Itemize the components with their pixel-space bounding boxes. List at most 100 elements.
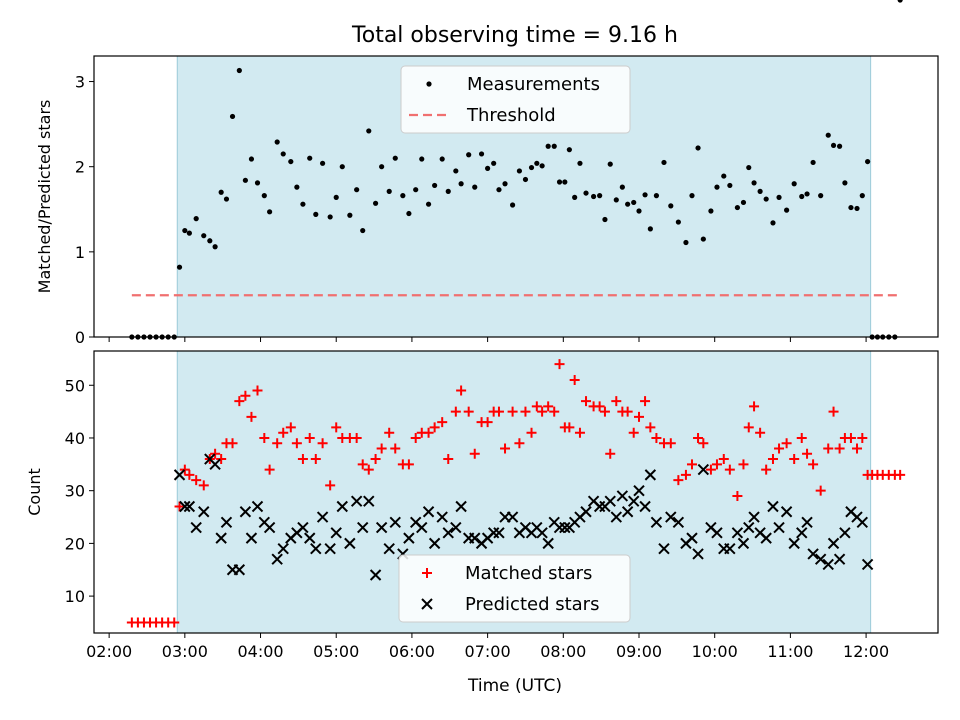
predicted-stars-point	[173, 469, 186, 481]
predicted-stars-point	[493, 527, 505, 539]
predicted-stars-point	[833, 553, 846, 565]
predicted-stars-point	[336, 500, 348, 513]
measurement-point	[366, 128, 372, 134]
matched-stars-point	[774, 443, 785, 454]
predicted-stars-point	[644, 469, 657, 481]
measurement-point	[842, 180, 848, 186]
y-tick-label: 50	[65, 376, 85, 395]
legend-entry: Measurements	[426, 74, 600, 95]
matched-stars-point	[537, 406, 548, 417]
matched-stars-point	[304, 432, 315, 443]
predicted-stars-point	[450, 521, 462, 534]
predicted-stars-point	[788, 537, 800, 550]
predicted-stars-point	[277, 542, 289, 555]
measurement-point	[770, 220, 776, 226]
measurement-point	[392, 155, 398, 161]
matched-stars-point	[895, 469, 906, 480]
matched-stars-point	[828, 406, 839, 417]
legend-entry: Matched stars	[422, 563, 592, 584]
matched-stars-point	[227, 438, 238, 449]
measurement-point	[727, 182, 733, 189]
y-tick-label: 40	[65, 429, 85, 448]
measurement-point	[757, 188, 763, 194]
matched-stars-point	[574, 427, 585, 438]
measurement-point	[551, 143, 557, 149]
matched-stars-point	[767, 454, 778, 465]
matched-stars-point	[622, 406, 633, 417]
x-tick-label: 04:00	[237, 642, 283, 661]
x-tick-label: 07:00	[465, 642, 511, 661]
measurement-point	[583, 190, 589, 196]
predicted-stars-point	[316, 511, 329, 523]
legend-marker	[421, 598, 433, 610]
measurement-point	[572, 194, 578, 200]
measurement-point	[818, 193, 824, 199]
measurement-point	[445, 188, 451, 194]
predicted-stars-point	[616, 490, 629, 502]
matched-stars-point	[310, 454, 321, 465]
x-tick-label: 03:00	[162, 642, 208, 661]
measurement-point	[830, 142, 837, 149]
matched-stars-point	[179, 464, 190, 475]
measurement-point	[545, 143, 551, 149]
matched-stars-point	[857, 432, 868, 443]
predicted-stars-point	[536, 527, 548, 539]
measurement-point	[267, 209, 273, 215]
predicted-stars-point	[183, 500, 196, 513]
predicted-stars-point	[310, 542, 322, 555]
measurement-point	[566, 147, 572, 153]
series-predicted-stars	[173, 454, 874, 581]
matched-stars-point	[234, 396, 245, 407]
predicted-stars-point	[760, 532, 772, 544]
matched-stars-point	[325, 480, 336, 491]
legend-entry: Threshold	[409, 105, 556, 126]
y-tick-label: 3	[75, 73, 85, 92]
predicted-stars-point	[442, 527, 454, 539]
measurement-point	[799, 193, 805, 200]
predicted-stars-point	[731, 527, 744, 539]
measurement-point	[186, 230, 192, 236]
measurement-point	[556, 179, 563, 185]
predicted-stars-point	[822, 558, 834, 571]
predicted-stars-point	[215, 532, 227, 544]
matched-stars-point	[520, 406, 531, 417]
predicted-stars-point	[350, 495, 363, 507]
predicted-stars-point	[403, 532, 415, 544]
matched-stars-point	[738, 459, 749, 470]
y-tick-label: 0	[75, 328, 85, 347]
predicted-stars-point	[251, 500, 264, 513]
predicted-stars-point	[422, 506, 435, 518]
measurement-point	[714, 184, 720, 190]
measurement-point	[848, 204, 854, 211]
predicted-stars-point	[179, 500, 191, 513]
predicted-stars-point	[209, 458, 221, 471]
matched-stars-point	[761, 464, 772, 475]
matched-stars-point	[443, 454, 454, 465]
matched-stars-point	[693, 432, 704, 443]
predicted-stars-point	[271, 553, 283, 565]
legend-label: Predicted stars	[465, 594, 599, 615]
measurement-point	[339, 164, 345, 170]
measurement-point	[522, 176, 529, 183]
matched-stars-point	[834, 443, 845, 454]
matched-stars-point	[376, 443, 387, 454]
measurement-point	[413, 187, 419, 193]
matched-stars-point	[743, 422, 754, 433]
x-tick-label: 10:00	[692, 642, 738, 661]
measurement-point	[751, 180, 757, 186]
measurement-point	[386, 188, 392, 194]
chart-title: Total observing time = 9.16 h	[351, 23, 678, 48]
measurement-point	[528, 164, 535, 171]
predicted-stars-point	[580, 506, 592, 518]
matched-stars-point	[198, 480, 209, 491]
matched-stars-point	[732, 490, 743, 501]
matched-stars-point	[628, 427, 639, 438]
matched-stars-point	[174, 501, 185, 512]
measurement-point	[854, 205, 860, 212]
measurement-point	[734, 204, 741, 211]
matched-stars-point	[789, 454, 800, 465]
measurement-point	[897, 0, 903, 3]
measurement-point	[562, 179, 568, 185]
matched-stars-point	[272, 438, 283, 449]
measurement-point	[865, 158, 871, 165]
